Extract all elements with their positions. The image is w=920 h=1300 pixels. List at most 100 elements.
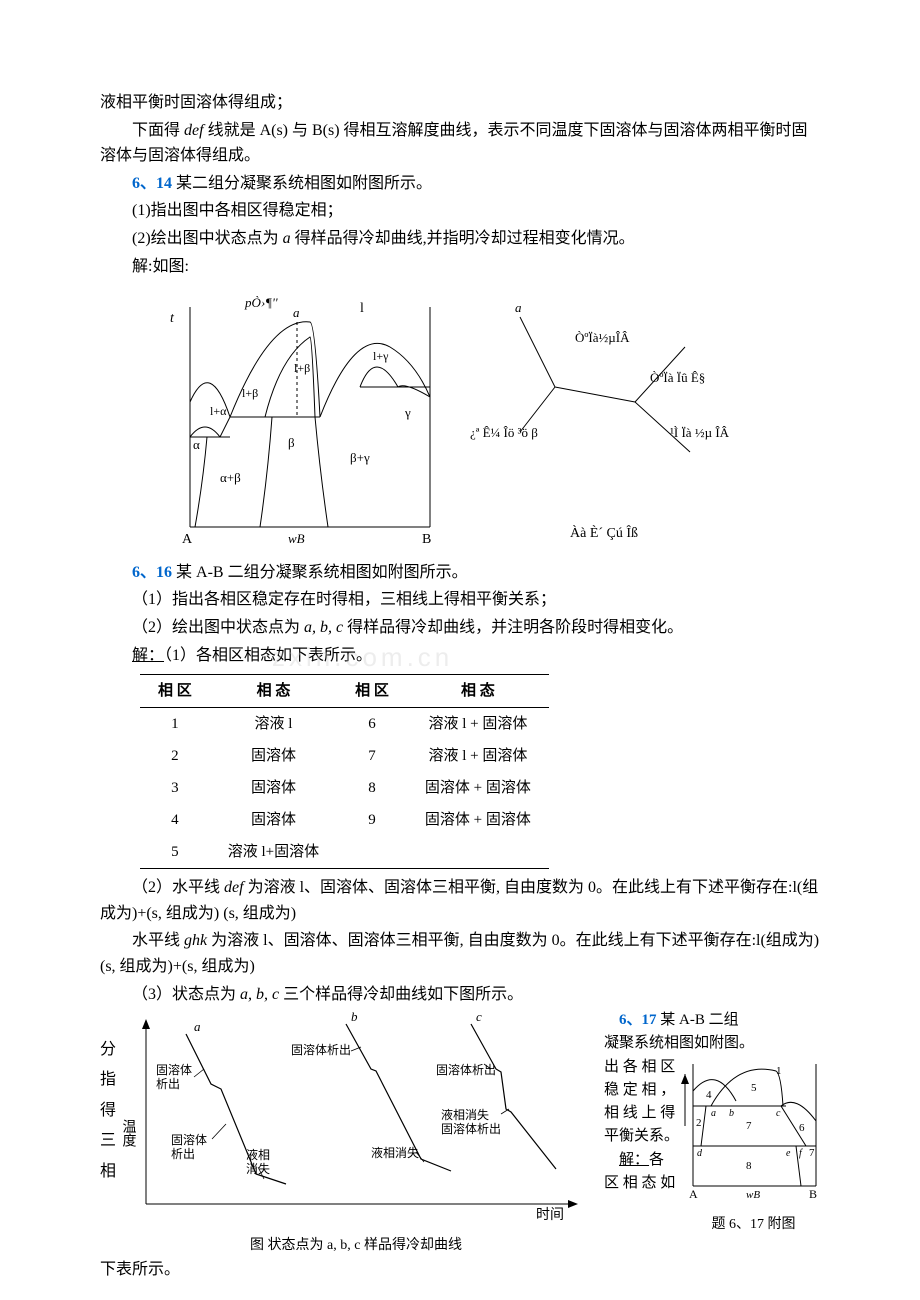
svg-text:a: a bbox=[515, 300, 522, 315]
q614-text: 某二组分凝聚系统相图如附图所示。 bbox=[172, 175, 432, 192]
sol-underline: 解： bbox=[132, 647, 164, 664]
svg-text:4: 4 bbox=[706, 1089, 712, 1101]
q617-number: 6、17 bbox=[619, 1012, 657, 1028]
txt: 为溶液 l、固溶体、固溶体三相平衡, 自由度数为 0。在此线上有下述平衡存在:l… bbox=[100, 932, 819, 975]
q617-last: 下表所示。 bbox=[100, 1257, 820, 1283]
td: 溶液 l+固溶体 bbox=[210, 836, 337, 869]
td: 溶液 l bbox=[210, 708, 337, 741]
td: 固溶体 bbox=[210, 804, 337, 836]
txt: 下面得 bbox=[132, 122, 184, 139]
td: 5 bbox=[140, 836, 210, 869]
q617-row: 出 各 相 区 稳 定 相 ， 相 线 上 得 平衡关系。 解：各 区 相 态 … bbox=[604, 1056, 826, 1236]
th: 相 态 bbox=[210, 675, 337, 708]
q617-l2: 凝聚系统相图如附图。 bbox=[604, 1032, 826, 1055]
q616-solution: 解：（1）各相区相态如下表所示。 zxin.com.cn bbox=[100, 643, 820, 669]
q614-head: 6、14 某二组分凝聚系统相图如附图所示。 bbox=[100, 171, 820, 197]
th: 相 区 bbox=[140, 675, 210, 708]
svg-text:固溶体析出: 固溶体析出 bbox=[436, 1062, 496, 1077]
svg-text:6: 6 bbox=[799, 1122, 805, 1134]
svg-text:B: B bbox=[422, 532, 431, 547]
svg-text:液相: 液相 bbox=[246, 1147, 270, 1162]
svg-text:l+β: l+β bbox=[242, 386, 258, 400]
phase-diagram-svg: pÒ›¶'' t a l α l+α l+β l+β l+γ β γ α+β β… bbox=[160, 287, 440, 547]
bottom-flow: 分 指 得 三 相 温度 时间 a 固溶体 析出 固溶体 析出 液相 bbox=[100, 1009, 820, 1257]
svg-text:f: f bbox=[799, 1148, 803, 1159]
td: 3 bbox=[140, 772, 210, 804]
svg-text:β: β bbox=[288, 435, 295, 450]
cooling-tree-614: a ÒºÏà½µÎÂ ÒºÏà Ïû Ê§ ¿ª Ê¼ Îö ³ö β ¹Ì Ï… bbox=[460, 287, 760, 556]
td bbox=[407, 836, 549, 869]
td: 2 bbox=[140, 740, 210, 772]
q616-text: 某 A-B 二组分凝聚系统相图如附图所示。 bbox=[172, 564, 468, 581]
svg-text:ÒºÏà Ïû Ê§: ÒºÏà Ïû Ê§ bbox=[650, 370, 705, 385]
svg-text:b: b bbox=[729, 1108, 734, 1119]
td: 固溶体 + 固溶体 bbox=[407, 772, 549, 804]
svg-text:时间: 时间 bbox=[536, 1207, 564, 1223]
para-def-eq: （2）水平线 def 为溶液 l、固溶体、固溶体三相平衡, 自由度数为 0。在此… bbox=[100, 875, 820, 926]
svg-text:c: c bbox=[476, 1009, 482, 1024]
txt: 区 相 态 如 bbox=[604, 1172, 681, 1195]
fig4-caption: 题 6、17 附图 bbox=[681, 1214, 826, 1236]
svg-text:2: 2 bbox=[696, 1117, 702, 1129]
abc-ital2: a, b, c bbox=[240, 986, 279, 1003]
svg-text:l+β: l+β bbox=[294, 361, 310, 375]
phase-table: 相 区 相 态 相 区 相 态 1溶液 l6溶液 l + 固溶体2固溶体7溶液 … bbox=[140, 674, 549, 869]
q617-text: 某 A-B 二组 bbox=[657, 1012, 739, 1028]
svg-text:5: 5 bbox=[751, 1082, 757, 1094]
txt: (2)绘出图中状态点为 bbox=[132, 230, 283, 247]
svg-text:α+β: α+β bbox=[220, 470, 241, 485]
figure-row-614: pÒ›¶'' t a l α l+α l+β l+β l+γ β γ α+β β… bbox=[160, 287, 820, 556]
svg-text:固溶体: 固溶体 bbox=[156, 1062, 192, 1077]
q614-item1: (1)指出图中各相区得稳定相； bbox=[100, 198, 820, 224]
svg-text:A: A bbox=[182, 532, 193, 547]
td: 6 bbox=[337, 708, 407, 741]
txt: 出 各 相 区 bbox=[604, 1056, 681, 1079]
svg-text:B: B bbox=[809, 1187, 817, 1201]
txt: 解：各 bbox=[604, 1149, 681, 1172]
svg-text:温度: 温度 bbox=[121, 1119, 137, 1147]
txt: 得样品得冷却曲线,并指明冷却过程相变化情况。 bbox=[291, 230, 635, 247]
def-ital2: def bbox=[224, 879, 244, 896]
td bbox=[337, 836, 407, 869]
txt: 稳 定 相 ， bbox=[604, 1079, 681, 1102]
svg-text:1: 1 bbox=[776, 1065, 782, 1077]
svg-text:l: l bbox=[360, 301, 364, 316]
td: 固溶体 bbox=[210, 772, 337, 804]
a-ital: a bbox=[283, 230, 291, 247]
td: 溶液 l + 固溶体 bbox=[407, 740, 549, 772]
td: 溶液 l + 固溶体 bbox=[407, 708, 549, 741]
th: 相 区 bbox=[337, 675, 407, 708]
right-col-617: 6、17 某 A-B 二组 凝聚系统相图如附图。 出 各 相 区 稳 定 相 ，… bbox=[596, 1009, 826, 1235]
svg-text:a: a bbox=[711, 1108, 716, 1119]
phase-diagram-614: pÒ›¶'' t a l α l+α l+β l+β l+γ β γ α+β β… bbox=[160, 287, 440, 556]
svg-text:¿ª Ê¼ Îö ³ö β: ¿ª Ê¼ Îö ³ö β bbox=[470, 425, 538, 440]
svg-text:消失: 消失 bbox=[246, 1161, 270, 1176]
lc: 三 bbox=[100, 1126, 116, 1156]
lc: 得 bbox=[100, 1096, 116, 1126]
q614-item2: (2)绘出图中状态点为 a 得样品得冷却曲线,并指明冷却过程相变化情况。 bbox=[100, 226, 820, 252]
svg-text:液相消失: 液相消失 bbox=[371, 1145, 419, 1160]
q616-item1: （1）指出各相区稳定存在时得相，三相线上得相平衡关系； bbox=[100, 587, 820, 613]
fig4-box: 1 2 7 4 5 6 7 8 a b c d e f A bbox=[681, 1056, 826, 1236]
cooling-tree-svg: a ÒºÏà½µÎÂ ÒºÏà Ïû Ê§ ¿ª Ê¼ Îö ³ö β ¹Ì Ï… bbox=[460, 287, 760, 547]
td: 固溶体 + 固溶体 bbox=[407, 804, 549, 836]
ghk-ital: ghk bbox=[184, 932, 207, 949]
svg-text:pÒ›¶'': pÒ›¶'' bbox=[244, 295, 278, 310]
svg-text:Àà È´ Çú Îß: Àà È´ Çú Îß bbox=[570, 524, 638, 541]
svg-text:析出: 析出 bbox=[156, 1077, 180, 1091]
para-liquid-eq: 液相平衡时固溶体得组成； bbox=[100, 90, 820, 116]
q614-number: 6、14 bbox=[132, 175, 172, 192]
td: 1 bbox=[140, 708, 210, 741]
th: 相 态 bbox=[407, 675, 549, 708]
svg-text:a: a bbox=[293, 305, 300, 320]
svg-text:A: A bbox=[689, 1187, 698, 1201]
abc-ital: a, b, c bbox=[304, 619, 343, 636]
lc: 分 bbox=[100, 1035, 116, 1065]
lc: 相 bbox=[100, 1157, 116, 1187]
q614-solution: 解:如图: bbox=[100, 254, 820, 280]
txt: 三个样品得冷却曲线如下图所示。 bbox=[279, 986, 523, 1003]
q616-item2: （2）绘出图中状态点为 a, b, c 得样品得冷却曲线，并注明各阶段时得相变化… bbox=[100, 615, 820, 641]
svg-text:e: e bbox=[786, 1148, 791, 1159]
svg-text:β+γ: β+γ bbox=[350, 450, 370, 465]
para-ghk-eq: 水平线 ghk 为溶液 l、固溶体、固溶体三相平衡, 自由度数为 0。在此线上有… bbox=[100, 928, 820, 979]
